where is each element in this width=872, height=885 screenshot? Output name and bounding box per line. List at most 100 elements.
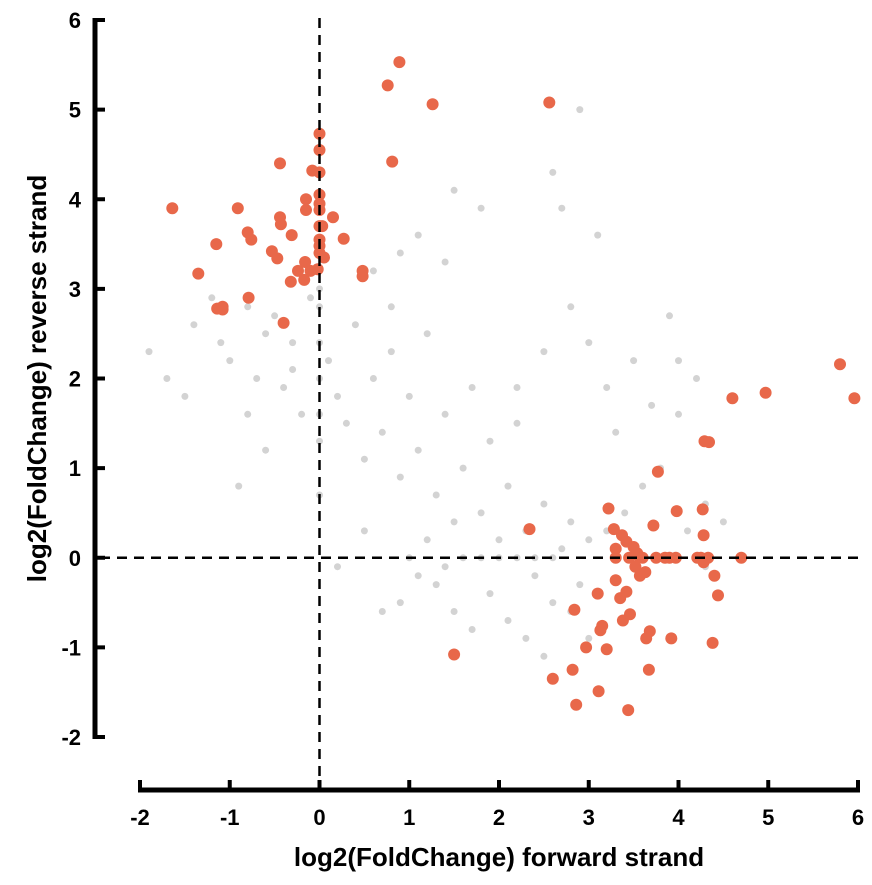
significant-point bbox=[609, 574, 622, 587]
background-point bbox=[351, 321, 359, 329]
background-point bbox=[585, 634, 593, 642]
background-point bbox=[558, 204, 566, 212]
significant-point bbox=[602, 502, 615, 515]
background-point bbox=[675, 357, 682, 365]
background-point bbox=[334, 392, 341, 400]
significant-point bbox=[651, 465, 664, 478]
significant-point bbox=[313, 127, 326, 140]
significant-point bbox=[313, 144, 326, 156]
significant-point bbox=[650, 551, 663, 564]
background-point bbox=[316, 285, 323, 293]
significant-point bbox=[277, 316, 290, 329]
background-point bbox=[576, 581, 584, 589]
background-point bbox=[621, 509, 629, 517]
background-point bbox=[504, 617, 512, 624]
background-point bbox=[190, 321, 198, 329]
significant-point bbox=[192, 267, 205, 280]
background-point bbox=[549, 599, 557, 607]
significant-point bbox=[670, 505, 683, 518]
background-point bbox=[576, 106, 584, 114]
significant-point bbox=[696, 503, 709, 516]
significant-point bbox=[337, 232, 350, 245]
background-point bbox=[585, 536, 593, 544]
background-point bbox=[594, 231, 602, 239]
significant-point bbox=[166, 202, 179, 215]
significant-point bbox=[386, 155, 399, 168]
background-point bbox=[432, 491, 440, 499]
background-point bbox=[558, 545, 566, 553]
significant-point bbox=[284, 275, 297, 288]
background-point bbox=[719, 518, 727, 526]
y-tick-label: 2 bbox=[69, 367, 81, 392]
significant-point bbox=[546, 672, 559, 685]
y-tick-label: 6 bbox=[69, 8, 81, 33]
significant-point bbox=[712, 589, 724, 602]
background-point bbox=[441, 563, 449, 571]
significant-point bbox=[393, 56, 406, 69]
x-axis-title: log2(FoldChange) forward strand bbox=[294, 842, 704, 872]
background-point bbox=[289, 366, 297, 373]
background-point bbox=[549, 168, 557, 176]
background-point bbox=[567, 303, 575, 311]
background-point bbox=[334, 563, 341, 571]
background-point bbox=[540, 652, 548, 660]
background-point bbox=[316, 437, 323, 445]
significant-point bbox=[633, 569, 646, 582]
tick-marks bbox=[94, 18, 860, 791]
significant-point bbox=[726, 392, 739, 405]
significant-point bbox=[636, 551, 649, 564]
significant-point bbox=[245, 233, 258, 246]
significant-point bbox=[543, 96, 556, 109]
significant-point bbox=[381, 79, 394, 92]
background-point bbox=[486, 590, 494, 598]
background-point bbox=[298, 410, 306, 418]
background-point bbox=[387, 348, 395, 356]
background-point bbox=[540, 500, 548, 508]
x-tick-label: 5 bbox=[762, 805, 774, 830]
background-point bbox=[414, 231, 422, 239]
significant-point bbox=[708, 569, 721, 582]
background-point bbox=[423, 536, 431, 544]
x-tick-label: 2 bbox=[493, 805, 505, 830]
significant-point bbox=[629, 560, 642, 573]
background-point bbox=[450, 518, 458, 526]
y-tick-label: 5 bbox=[69, 98, 81, 123]
background-point bbox=[378, 608, 386, 615]
significant-point bbox=[665, 632, 678, 645]
background-point bbox=[342, 419, 350, 427]
background-point bbox=[666, 312, 673, 320]
significant-point bbox=[591, 587, 604, 600]
significant-point bbox=[592, 685, 605, 698]
y-tick-label: -2 bbox=[61, 725, 81, 750]
significant-point bbox=[607, 523, 620, 536]
background-point bbox=[441, 258, 449, 266]
background-point bbox=[423, 330, 431, 338]
y-tick-label: 1 bbox=[69, 456, 81, 481]
background-point bbox=[271, 312, 279, 320]
significant-point bbox=[300, 204, 312, 216]
background-point bbox=[675, 410, 682, 418]
significant-point bbox=[356, 270, 369, 283]
significant-point bbox=[848, 392, 861, 405]
background-point bbox=[549, 554, 557, 562]
background-point bbox=[603, 384, 611, 391]
significant-point bbox=[596, 619, 609, 632]
significant-point bbox=[609, 542, 622, 555]
background-point bbox=[396, 473, 404, 481]
significant-point bbox=[292, 264, 304, 277]
background-point bbox=[522, 634, 530, 642]
background-point bbox=[378, 428, 386, 436]
significant-point bbox=[318, 251, 330, 264]
significant-point bbox=[622, 704, 635, 717]
background-point bbox=[360, 527, 368, 535]
significant-point bbox=[703, 436, 715, 449]
background-point bbox=[639, 482, 647, 490]
background-point bbox=[504, 482, 512, 490]
background-point bbox=[468, 626, 476, 633]
background-point bbox=[145, 348, 153, 356]
background-point bbox=[648, 401, 656, 409]
background-point bbox=[477, 509, 485, 517]
x-tick-label: 6 bbox=[852, 805, 864, 830]
background-point bbox=[163, 375, 171, 382]
